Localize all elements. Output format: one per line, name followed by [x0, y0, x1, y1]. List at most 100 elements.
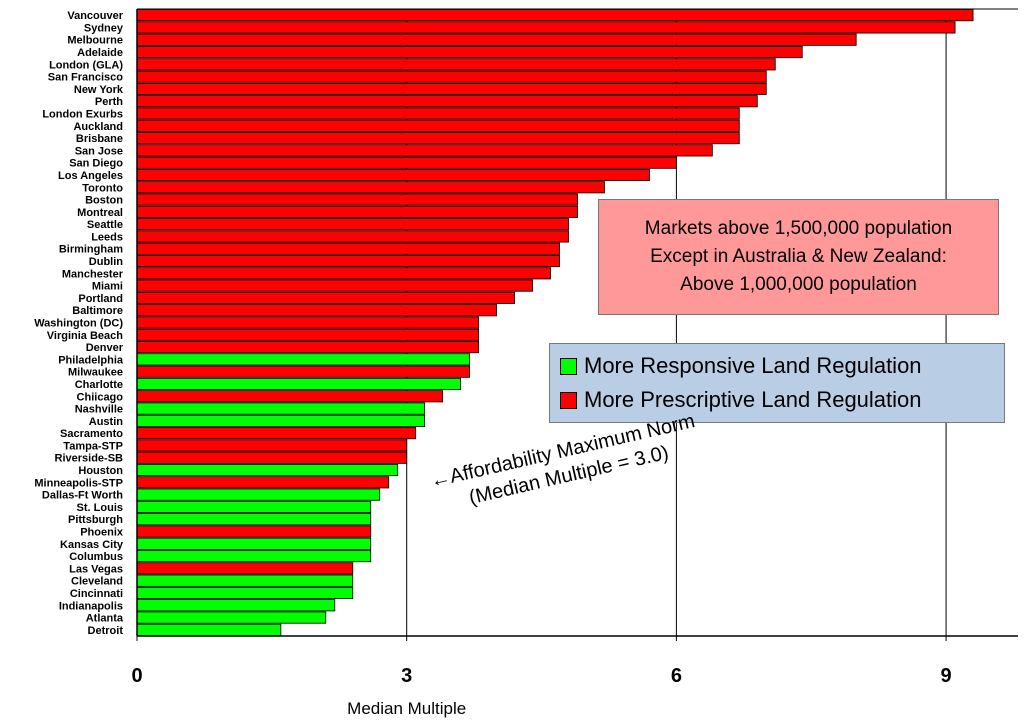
category-label-4: London (GLA): [49, 59, 123, 71]
category-label-45: Las Vegas: [69, 563, 123, 575]
x-tick-label-2: 6: [671, 665, 682, 687]
category-label-46: Cleveland: [71, 576, 123, 588]
bar-12: [136, 156, 677, 169]
bar-11: [136, 144, 713, 157]
bar-17: [136, 218, 569, 231]
bar-16: [136, 205, 578, 218]
x-tick-label-1: 3: [401, 665, 412, 687]
category-label-48: Indianapolis: [59, 600, 123, 612]
bar-0: [136, 9, 974, 22]
category-label-22: Miami: [92, 281, 123, 293]
x-axis-title: Median Multiple: [347, 699, 466, 718]
category-label-25: Washington (DC): [34, 318, 123, 330]
category-label-27: Denver: [86, 342, 124, 354]
category-label-5: San Francisco: [48, 72, 123, 84]
bar-49: [136, 611, 327, 624]
category-label-24: Baltimore: [72, 305, 123, 317]
category-label-34: Sacramento: [60, 428, 123, 440]
category-label-2: Melbourne: [67, 35, 123, 47]
category-label-44: Columbus: [69, 551, 123, 563]
bar-27: [136, 341, 480, 354]
bar-45: [136, 562, 354, 575]
category-label-9: Auckland: [73, 121, 123, 133]
legend-swatch-responsive: [560, 357, 577, 375]
bar-50: [136, 623, 282, 636]
bar-14: [136, 181, 605, 194]
note-line-2: Except in Australia & New Zealand:: [650, 246, 947, 267]
category-label-6: New York: [74, 84, 124, 96]
bar-48: [136, 599, 336, 612]
category-label-47: Cincinnati: [70, 588, 123, 600]
legend-label-prescriptive: More Prescriptive Land Regulation: [584, 387, 922, 412]
bar-3: [136, 45, 803, 59]
category-label-40: St. Louis: [77, 502, 123, 514]
category-label-14: Toronto: [82, 182, 123, 194]
category-label-38: Minneapolis-STP: [34, 477, 123, 489]
category-label-26: Virginia Beach: [47, 330, 123, 342]
category-label-32: Nashville: [75, 404, 123, 416]
category-label-28: Philadelphia: [58, 354, 124, 366]
bar-6: [136, 82, 767, 95]
category-label-30: Charlotte: [75, 379, 123, 391]
note-line-1: Markets above 1,500,000 population: [644, 218, 953, 239]
category-label-50: Detroit: [88, 625, 124, 637]
category-label-31: Chiicago: [77, 391, 124, 403]
bar-5: [136, 70, 767, 83]
bar-24: [136, 304, 497, 317]
bar-1: [136, 21, 956, 34]
bar-35: [136, 439, 408, 452]
bar-8: [136, 107, 740, 120]
category-label-39: Dallas-Ft Worth: [42, 490, 123, 502]
bar-7: [136, 95, 758, 108]
category-label-8: London Exurbs: [42, 109, 123, 121]
category-label-23: Portland: [78, 293, 123, 305]
category-label-7: Perth: [95, 96, 123, 108]
category-label-43: Kansas City: [60, 539, 124, 551]
bar-21: [136, 267, 551, 280]
x-tick-label-3: 9: [941, 665, 952, 687]
category-label-35: Tampa-STP: [63, 440, 123, 452]
bar-41: [136, 513, 372, 526]
category-label-18: Leeds: [91, 231, 123, 243]
legend-item-responsive: More Responsive Land Regulation: [560, 349, 1004, 383]
category-label-42: Phoenix: [80, 527, 124, 539]
bar-25: [136, 316, 480, 329]
legend: More Responsive Land Regulation More Pre…: [549, 343, 1005, 423]
bar-33: [136, 414, 426, 427]
bar-37: [136, 463, 399, 477]
bar-38: [136, 476, 390, 489]
bar-28: [136, 353, 471, 366]
category-label-21: Manchester: [62, 268, 124, 280]
bar-10: [136, 132, 740, 145]
bar-31: [136, 390, 444, 403]
x-tick-label-0: 0: [131, 665, 142, 687]
category-label-19: Birmingham: [59, 244, 123, 256]
bar-46: [136, 574, 354, 587]
category-label-12: San Diego: [69, 158, 123, 170]
bar-4: [136, 58, 776, 71]
legend-swatch-prescriptive: [560, 391, 577, 409]
category-label-13: Los Angeles: [58, 170, 123, 182]
bar-2: [136, 33, 857, 46]
category-label-3: Adelaide: [77, 47, 123, 59]
category-label-37: Houston: [78, 465, 123, 477]
bar-30: [136, 377, 462, 391]
bar-29: [136, 365, 471, 378]
category-label-10: Brisbane: [76, 133, 123, 145]
bar-23: [136, 291, 515, 304]
category-label-15: Boston: [85, 195, 123, 207]
category-label-36: Riverside-SB: [55, 453, 124, 465]
bar-39: [136, 488, 381, 501]
bar-13: [136, 168, 650, 182]
bar-18: [136, 230, 569, 243]
legend-item-prescriptive: More Prescriptive Land Regulation: [560, 383, 1004, 417]
legend-label-responsive: More Responsive Land Regulation: [584, 353, 922, 378]
bar-20: [136, 254, 560, 268]
bar-44: [136, 550, 372, 563]
bar-42: [136, 525, 372, 538]
bar-22: [136, 279, 533, 292]
category-label-33: Austin: [89, 416, 124, 428]
category-label-20: Dublin: [89, 256, 123, 268]
bar-47: [136, 586, 354, 600]
